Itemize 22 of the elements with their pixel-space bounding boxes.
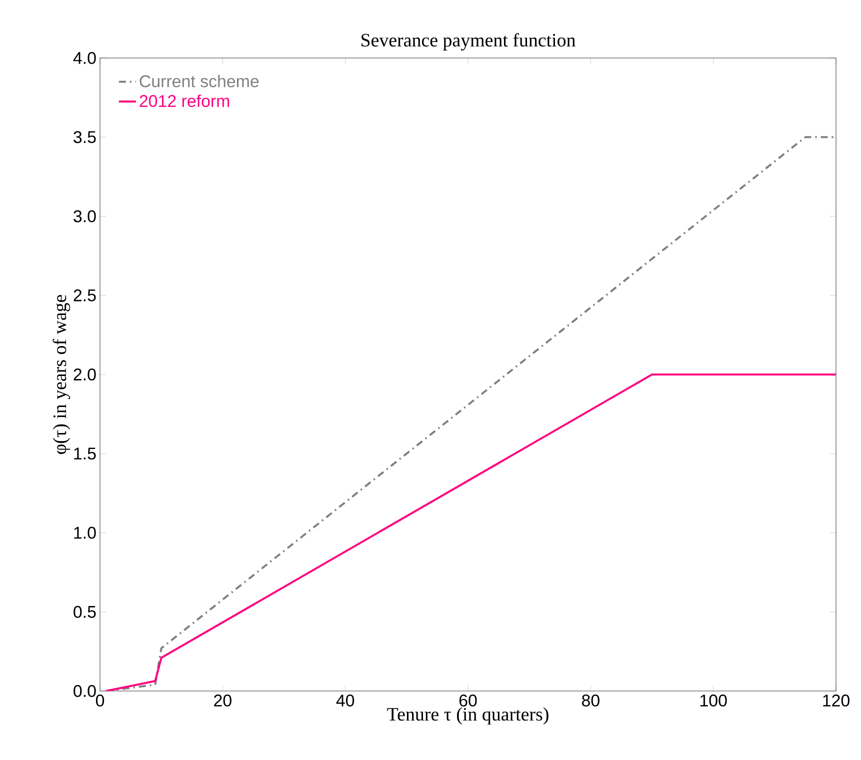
y-tick-label: 2.5 [74,289,96,302]
x-axis-title: Tenure τ (in quarters) [387,707,548,725]
y-tick-label: 1.0 [74,526,96,539]
y-tick-label: 3.0 [74,210,96,222]
y-tick-label: 0.5 [74,606,96,618]
chart-title: Severance payment function [362,33,576,50]
x-tick-label: 120 [823,694,850,707]
x-tick-label: 100 [700,694,727,707]
y-tick-label: 2.0 [74,368,96,380]
y-tick-label: 1.5 [74,448,96,460]
legend-label: Current scheme [140,74,259,88]
y-axis-title: φ(τ) in years of wage [52,294,70,454]
y-tick-label: 0.0 [74,685,96,697]
legend-label: 2012 reform [140,94,230,108]
x-tick-label: 40 [336,694,354,707]
x-tick-label: 0 [96,694,104,707]
x-tick-label: 80 [582,694,600,707]
y-tick-label: 3.5 [74,131,96,144]
x-tick-label: 20 [214,694,232,707]
x-tick-label: 60 [459,694,477,707]
line-series [105,373,836,691]
y-tick-label: 4.0 [73,52,96,64]
